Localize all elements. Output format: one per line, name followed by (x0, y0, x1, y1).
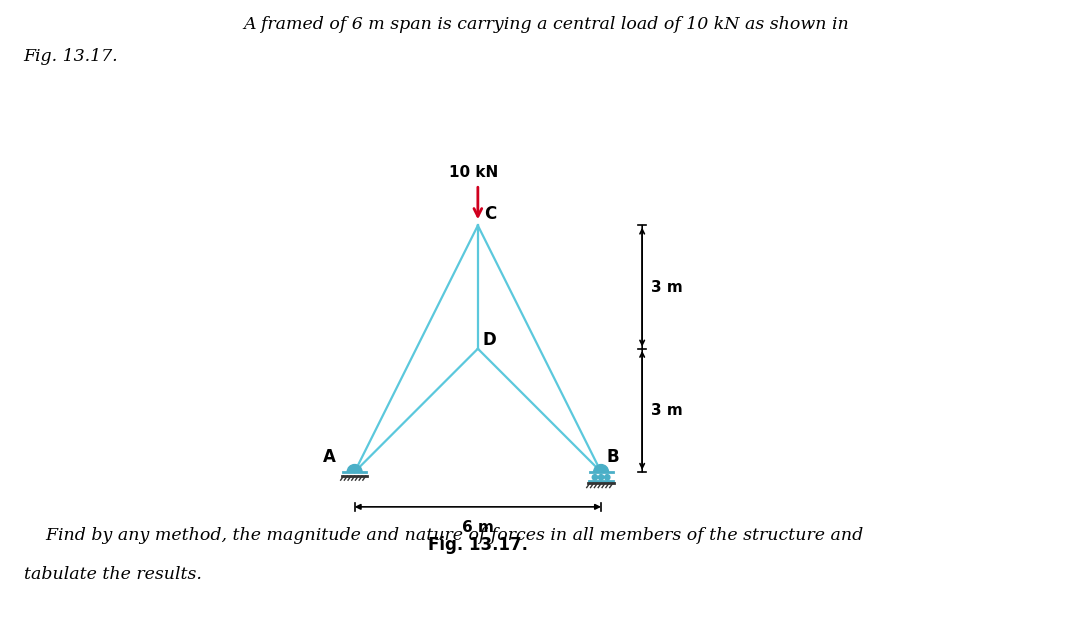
Text: 6 m: 6 m (462, 520, 494, 535)
Text: 10 kN: 10 kN (449, 166, 498, 180)
Text: Find by any method, the magnitude and nature of forces in all members of the str: Find by any method, the magnitude and na… (24, 527, 863, 544)
Circle shape (605, 475, 610, 480)
Wedge shape (594, 465, 608, 472)
Text: B: B (606, 448, 619, 466)
Text: 3 m: 3 m (651, 280, 683, 295)
Text: D: D (483, 331, 497, 349)
Text: tabulate the results.: tabulate the results. (24, 566, 202, 583)
Circle shape (592, 475, 597, 480)
Wedge shape (348, 465, 362, 472)
Text: 3 m: 3 m (651, 403, 683, 418)
Circle shape (598, 475, 604, 480)
Text: A framed of 6 m span is carrying a central load of 10 kN as shown in: A framed of 6 m span is carrying a centr… (243, 16, 849, 33)
Text: Fig. 13.17.: Fig. 13.17. (24, 48, 119, 65)
Text: Fig. 13.17.: Fig. 13.17. (428, 535, 528, 553)
Text: A: A (323, 448, 336, 466)
Text: C: C (484, 205, 497, 224)
